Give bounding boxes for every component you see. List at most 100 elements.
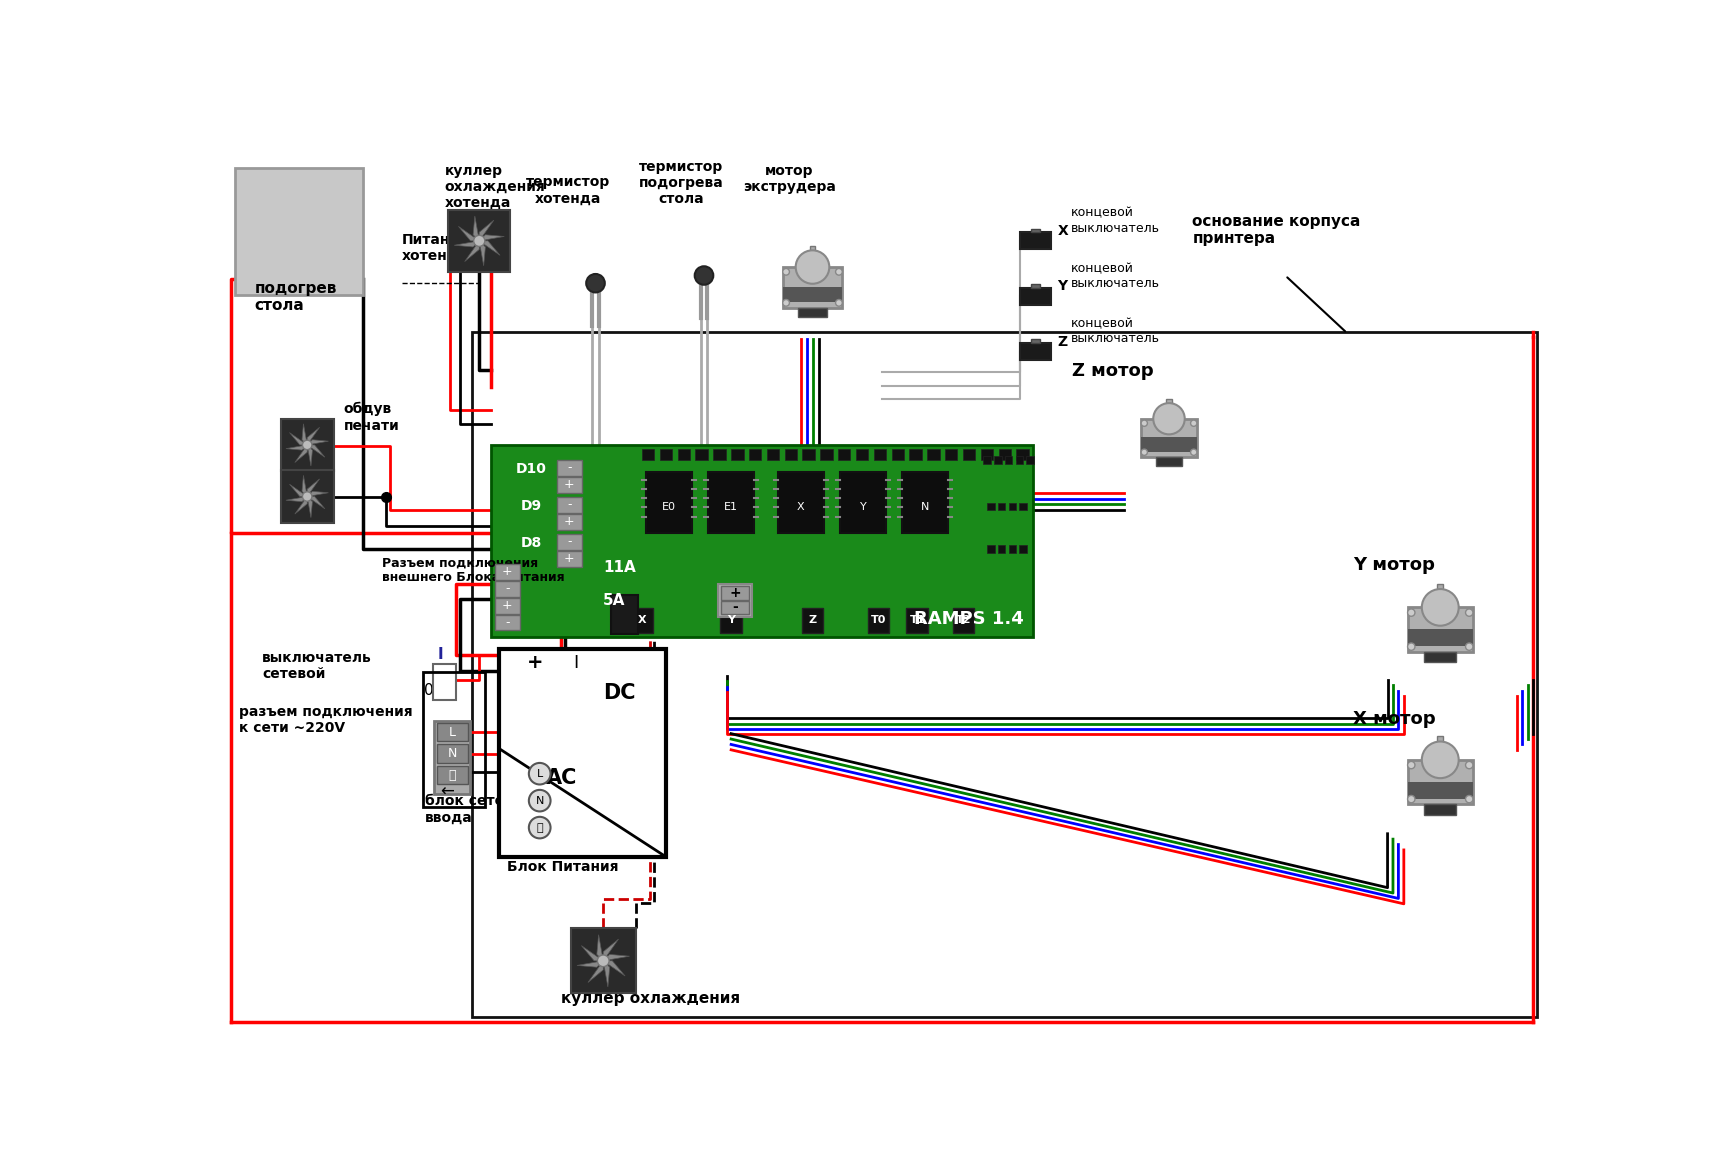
Circle shape <box>528 789 551 812</box>
Text: T0: T0 <box>870 616 885 625</box>
Text: D10: D10 <box>516 462 547 476</box>
Text: ⏚: ⏚ <box>449 768 456 781</box>
Polygon shape <box>307 496 312 517</box>
Bar <box>557 497 582 513</box>
Text: +: + <box>564 552 575 565</box>
Circle shape <box>1465 761 1472 768</box>
Circle shape <box>782 269 789 276</box>
Circle shape <box>587 274 604 292</box>
Polygon shape <box>459 226 480 240</box>
Polygon shape <box>307 445 324 457</box>
Bar <box>873 449 885 460</box>
Bar <box>910 449 922 460</box>
Bar <box>820 449 832 460</box>
Text: +: + <box>526 653 544 672</box>
Bar <box>999 449 1011 460</box>
Bar <box>1017 449 1029 460</box>
Bar <box>998 503 1006 510</box>
Polygon shape <box>307 479 319 496</box>
Bar <box>611 595 639 633</box>
Bar <box>987 545 994 552</box>
Text: DC: DC <box>602 683 635 703</box>
Bar <box>1020 287 1051 305</box>
Polygon shape <box>604 955 630 961</box>
Bar <box>980 449 992 460</box>
Text: термистор
подогрева
стола: термистор подогрева стола <box>639 160 723 206</box>
Polygon shape <box>290 433 307 445</box>
Bar <box>708 472 754 534</box>
Bar <box>642 449 654 460</box>
Text: -: - <box>566 499 571 511</box>
Text: -: - <box>566 535 571 549</box>
Polygon shape <box>582 945 604 961</box>
Bar <box>868 608 889 632</box>
Bar <box>281 470 333 523</box>
Polygon shape <box>290 484 307 496</box>
Bar <box>235 168 362 294</box>
Text: концевой
выключатель: концевой выключатель <box>1070 318 1160 346</box>
Text: -: - <box>566 461 571 475</box>
Bar <box>785 449 797 460</box>
Circle shape <box>1408 795 1415 802</box>
Bar <box>778 472 823 534</box>
Bar <box>946 449 958 460</box>
Text: куллер охлаждения: куллер охлаждения <box>561 991 740 1006</box>
Bar <box>696 449 708 460</box>
Polygon shape <box>307 445 312 466</box>
Circle shape <box>782 299 789 306</box>
Circle shape <box>694 266 713 285</box>
Bar <box>998 545 1006 552</box>
Bar <box>721 585 749 599</box>
Circle shape <box>1408 643 1415 650</box>
Bar <box>1408 760 1472 805</box>
Bar <box>721 602 749 613</box>
Text: I: I <box>573 655 578 672</box>
Polygon shape <box>307 496 324 509</box>
Polygon shape <box>576 961 604 968</box>
Bar <box>632 608 652 632</box>
Bar <box>571 929 635 994</box>
Text: -: - <box>506 583 509 596</box>
Circle shape <box>835 269 842 276</box>
Bar <box>495 598 520 613</box>
Bar <box>892 449 904 460</box>
Bar <box>801 608 823 632</box>
Bar <box>963 449 975 460</box>
Polygon shape <box>454 240 480 248</box>
Bar <box>557 477 582 493</box>
Bar <box>987 503 994 510</box>
Circle shape <box>1191 449 1196 455</box>
Bar <box>766 449 778 460</box>
Polygon shape <box>604 961 625 976</box>
Bar <box>839 449 851 460</box>
Text: Y: Y <box>860 502 866 511</box>
Text: D9: D9 <box>521 499 542 513</box>
Circle shape <box>1408 761 1415 768</box>
Bar <box>732 449 744 460</box>
Text: N: N <box>920 502 929 511</box>
Text: ⏚: ⏚ <box>537 822 544 833</box>
Bar <box>499 649 666 856</box>
Text: L: L <box>449 726 456 739</box>
Text: X мотор: X мотор <box>1353 711 1436 728</box>
Polygon shape <box>302 475 307 496</box>
Bar <box>1027 456 1034 465</box>
Text: E1: E1 <box>725 502 739 511</box>
Circle shape <box>1465 609 1472 616</box>
Bar <box>1408 608 1472 652</box>
Bar <box>1408 782 1472 799</box>
Text: -: - <box>506 616 509 629</box>
Circle shape <box>528 816 551 839</box>
Bar <box>797 307 827 317</box>
Bar <box>437 745 468 762</box>
Bar <box>557 551 582 567</box>
Text: Разъем подключения
внешнего Блока Питания: Разъем подключения внешнего Блока Питани… <box>383 556 564 584</box>
Polygon shape <box>480 235 504 240</box>
Polygon shape <box>604 940 618 961</box>
Bar <box>927 449 939 460</box>
Bar <box>1020 232 1051 250</box>
Polygon shape <box>295 445 307 462</box>
Bar <box>1438 737 1443 760</box>
Bar <box>1408 630 1472 646</box>
Circle shape <box>302 491 312 501</box>
